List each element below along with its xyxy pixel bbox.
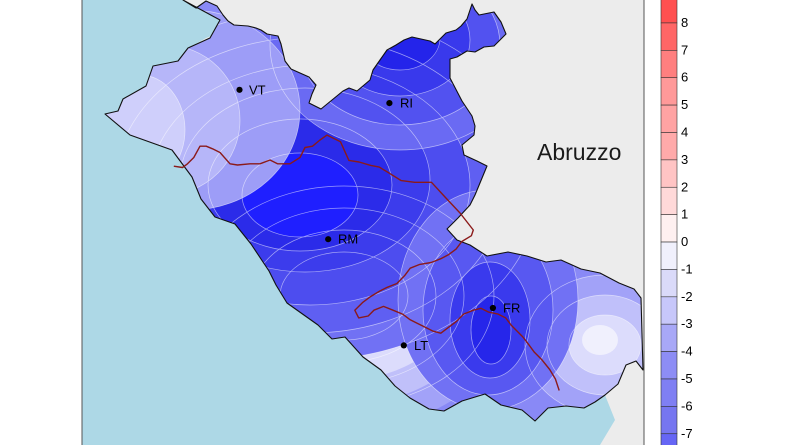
svg-text:-3: -3 bbox=[681, 316, 693, 331]
svg-text:3: 3 bbox=[681, 152, 688, 167]
svg-text:4: 4 bbox=[681, 124, 688, 139]
svg-text:-5: -5 bbox=[681, 371, 693, 386]
svg-text:8: 8 bbox=[681, 15, 688, 30]
svg-text:Abruzzo: Abruzzo bbox=[537, 139, 621, 165]
svg-text:-6: -6 bbox=[681, 398, 693, 413]
svg-text:9: 9 bbox=[681, 0, 688, 3]
svg-text:7: 7 bbox=[681, 42, 688, 57]
svg-text:-2: -2 bbox=[681, 289, 693, 304]
svg-text:FR: FR bbox=[503, 301, 520, 316]
svg-text:-7: -7 bbox=[681, 426, 693, 441]
svg-text:2: 2 bbox=[681, 179, 688, 194]
svg-text:RI: RI bbox=[400, 96, 413, 111]
svg-text:1: 1 bbox=[681, 207, 688, 222]
svg-text:0: 0 bbox=[681, 234, 688, 249]
svg-text:VT: VT bbox=[249, 82, 266, 97]
svg-text:-1: -1 bbox=[681, 261, 693, 276]
svg-text:RM: RM bbox=[338, 232, 358, 247]
svg-text:-4: -4 bbox=[681, 344, 693, 359]
svg-text:LT: LT bbox=[414, 338, 428, 353]
svg-text:6: 6 bbox=[681, 70, 688, 85]
svg-text:5: 5 bbox=[681, 97, 688, 112]
